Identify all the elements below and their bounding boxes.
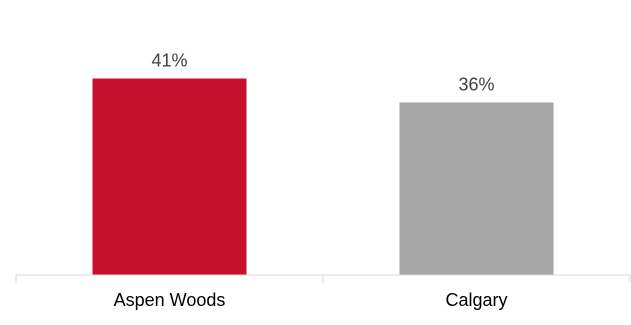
bar-0 [92,78,247,275]
value-label-1: 36% [458,75,494,95]
value-label-0: 41% [151,51,187,71]
bars-group [92,78,554,275]
category-label-1: Calgary [445,290,507,310]
bar-1 [399,102,554,275]
category-labels-group: Aspen Woods Calgary [114,290,508,310]
value-labels-group: 41% 36% [151,51,494,95]
x-axis [15,274,631,283]
category-label-0: Aspen Woods [114,290,226,310]
